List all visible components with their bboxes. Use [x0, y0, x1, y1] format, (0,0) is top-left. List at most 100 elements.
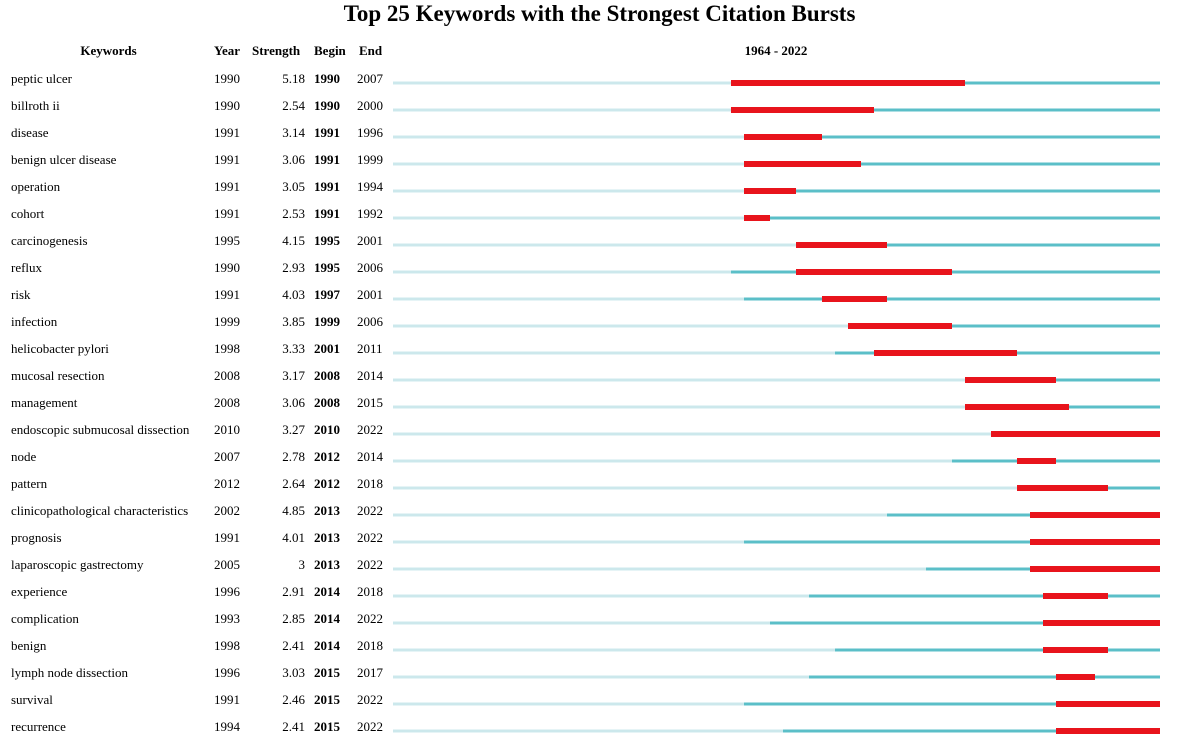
- burst-bar: [1043, 593, 1108, 599]
- keyword-label: risk: [11, 287, 31, 302]
- timeline-inactive-segment: [393, 432, 991, 436]
- end-value: 1999: [357, 152, 383, 167]
- burst-bar: [1043, 647, 1108, 653]
- end-value: 2018: [357, 476, 383, 491]
- end-value: 2018: [357, 638, 383, 653]
- burst-bar: [1056, 728, 1160, 734]
- strength-value: 2.85: [282, 611, 305, 626]
- end-value: 2022: [357, 503, 383, 518]
- strength-value: 3.06: [282, 395, 305, 410]
- keyword-label: node: [11, 449, 37, 464]
- end-value: 2022: [357, 692, 383, 707]
- year-value: 2010: [214, 422, 240, 437]
- begin-value: 2012: [314, 449, 340, 464]
- header-strength: Strength: [252, 43, 301, 58]
- keyword-label: operation: [11, 179, 61, 194]
- strength-value: 2.64: [282, 476, 305, 491]
- header-begin: Begin: [314, 43, 346, 58]
- timeline-active-segment: [965, 378, 1160, 382]
- begin-value: 2001: [314, 341, 340, 356]
- year-value: 1990: [214, 260, 240, 275]
- begin-value: 2014: [314, 611, 341, 626]
- timeline-inactive-segment: [393, 216, 744, 220]
- end-value: 2001: [357, 287, 383, 302]
- strength-value: 2.54: [282, 98, 305, 113]
- strength-value: 3.06: [282, 152, 305, 167]
- timeline-inactive-segment: [393, 540, 744, 544]
- begin-value: 2013: [314, 503, 341, 518]
- year-value: 1991: [214, 692, 240, 707]
- burst-bar: [874, 350, 1017, 356]
- year-value: 1991: [214, 287, 240, 302]
- begin-value: 2014: [314, 638, 341, 653]
- begin-value: 1991: [314, 125, 340, 140]
- keyword-label: experience: [11, 584, 68, 599]
- year-value: 1996: [214, 584, 241, 599]
- year-value: 1990: [214, 98, 240, 113]
- timeline-inactive-segment: [393, 162, 744, 166]
- burst-bar: [731, 80, 965, 86]
- begin-value: 2014: [314, 584, 341, 599]
- burst-bar: [796, 242, 887, 248]
- end-value: 2022: [357, 422, 383, 437]
- burst-bar: [796, 269, 952, 275]
- timeline-active-segment: [744, 540, 1160, 544]
- year-value: 1994: [214, 719, 241, 734]
- keyword-label: clinicopathological characteristics: [11, 503, 188, 518]
- begin-value: 1991: [314, 206, 340, 221]
- timeline-inactive-segment: [393, 81, 731, 85]
- end-value: 1996: [357, 125, 384, 140]
- keyword-label: pattern: [11, 476, 48, 491]
- timeline-active-segment: [809, 675, 1160, 679]
- begin-value: 2015: [314, 719, 341, 734]
- burst-bar: [1030, 566, 1160, 572]
- begin-value: 2015: [314, 665, 341, 680]
- year-value: 1991: [214, 206, 240, 221]
- burst-bar: [1030, 539, 1160, 545]
- year-value: 1991: [214, 152, 240, 167]
- burst-bar: [1017, 485, 1108, 491]
- strength-value: 4.03: [282, 287, 305, 302]
- begin-value: 1999: [314, 314, 341, 329]
- keyword-label: lymph node dissection: [11, 665, 128, 680]
- timeline-active-segment: [835, 648, 1160, 652]
- begin-value: 2015: [314, 692, 341, 707]
- burst-bar: [848, 323, 952, 329]
- strength-value: 2.41: [282, 719, 305, 734]
- keyword-label: benign ulcer disease: [11, 152, 117, 167]
- burst-bar: [1056, 701, 1160, 707]
- timeline-inactive-segment: [393, 621, 770, 625]
- burst-bar: [965, 377, 1056, 383]
- keyword-label: endoscopic submucosal dissection: [11, 422, 190, 437]
- keyword-label: disease: [11, 125, 49, 140]
- year-value: 1990: [214, 71, 240, 86]
- year-value: 1998: [214, 341, 240, 356]
- timeline-inactive-segment: [393, 297, 744, 301]
- keyword-label: infection: [11, 314, 58, 329]
- begin-value: 1990: [314, 98, 340, 113]
- begin-value: 1991: [314, 152, 340, 167]
- begin-value: 2013: [314, 557, 341, 572]
- timeline-inactive-segment: [393, 567, 926, 571]
- timeline-active-segment: [887, 513, 1160, 517]
- timeline-active-segment: [744, 189, 1160, 193]
- begin-value: 2008: [314, 368, 341, 383]
- end-value: 2017: [357, 665, 384, 680]
- year-value: 1991: [214, 530, 240, 545]
- begin-value: 1995: [314, 260, 341, 275]
- header-keywords: Keywords: [80, 43, 137, 58]
- burst-bar: [744, 134, 822, 140]
- year-value: 2007: [214, 449, 241, 464]
- timeline-inactive-segment: [393, 324, 848, 328]
- strength-value: 3.27: [282, 422, 305, 437]
- begin-value: 1997: [314, 287, 341, 302]
- begin-value: 1990: [314, 71, 340, 86]
- strength-value: 3.14: [282, 125, 305, 140]
- strength-value: 5.18: [282, 71, 305, 86]
- chart-title: Top 25 Keywords with the Strongest Citat…: [343, 1, 856, 26]
- timeline-inactive-segment: [393, 351, 835, 355]
- end-value: 1994: [357, 179, 384, 194]
- strength-value: 3.85: [282, 314, 305, 329]
- keyword-label: prognosis: [11, 530, 62, 545]
- timeline-inactive-segment: [393, 594, 809, 598]
